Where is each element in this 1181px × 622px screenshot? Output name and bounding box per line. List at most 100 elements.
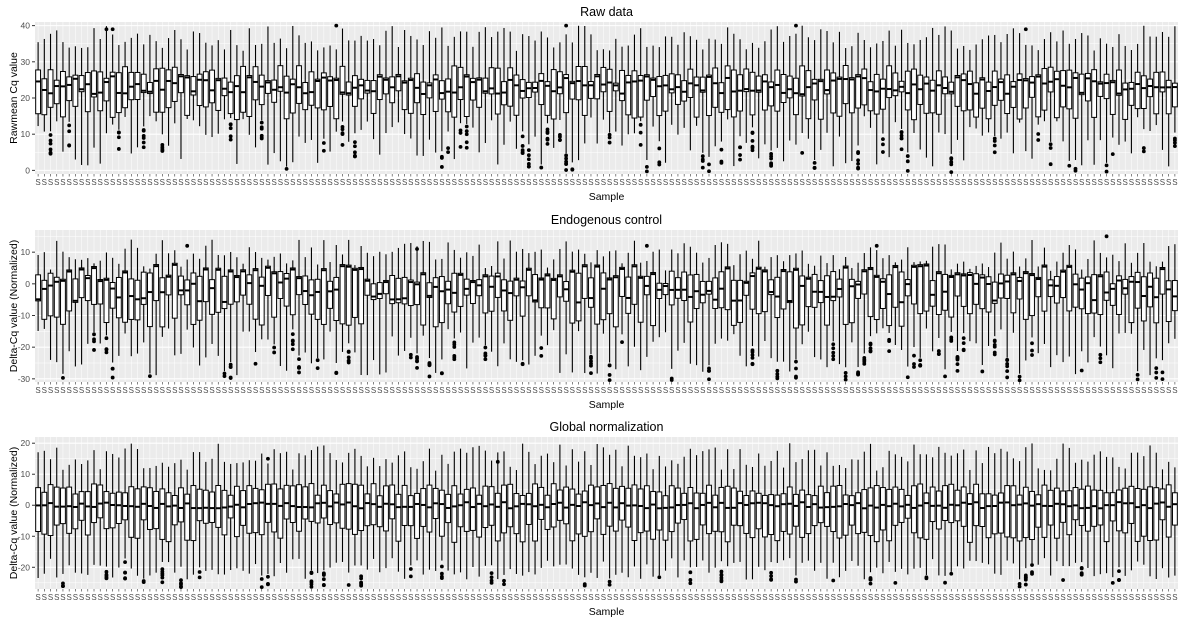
boxplot-sample <box>283 48 290 171</box>
box <box>345 483 352 530</box>
x-tick-label: S <box>371 178 376 187</box>
boxplot-sample <box>178 459 184 590</box>
x-tick-label: S <box>421 178 426 187</box>
box <box>1165 280 1172 323</box>
outlier-point <box>582 583 587 588</box>
outlier-point <box>589 371 593 376</box>
outlier-point <box>290 339 295 344</box>
boxplot-sample <box>985 446 992 565</box>
outlier-point <box>272 350 277 355</box>
x-tick-label: S <box>563 178 568 187</box>
box <box>743 280 750 296</box>
boxplot-sample <box>998 448 1004 575</box>
box <box>364 79 371 94</box>
outlier-point <box>483 357 488 362</box>
x-tick-label: S <box>1048 178 1053 187</box>
outlier-point <box>359 576 364 581</box>
box <box>1066 264 1073 312</box>
box <box>457 493 464 528</box>
boxplot-sample <box>320 445 327 588</box>
boxplot-sample <box>66 257 73 352</box>
outlier-point <box>452 355 457 360</box>
box <box>339 65 346 95</box>
box <box>1016 276 1023 300</box>
boxplot-sample <box>1128 452 1135 571</box>
boxplot-sample <box>1097 38 1104 141</box>
box <box>115 491 122 524</box>
box <box>935 271 942 316</box>
boxplot-sample <box>277 38 284 162</box>
boxplot-sample <box>1109 457 1116 585</box>
boxplot-sample <box>445 45 452 155</box>
boxplot-sample <box>1128 49 1135 154</box>
outlier-point <box>750 355 755 360</box>
box <box>985 276 992 313</box>
box <box>1035 494 1042 528</box>
outlier-point <box>1098 360 1103 365</box>
box <box>320 72 327 111</box>
box <box>991 281 998 304</box>
y-tick-label: 0 <box>25 165 30 175</box>
x-tick-label: S <box>899 386 904 395</box>
box <box>662 283 669 296</box>
outlier-point <box>228 134 233 139</box>
boxplot-sample <box>1016 461 1023 589</box>
boxplot-sample <box>35 254 42 331</box>
box <box>824 69 830 95</box>
outlier-point <box>104 569 109 574</box>
box <box>836 76 843 117</box>
box <box>1016 494 1023 542</box>
boxplot-sample <box>35 452 42 578</box>
box <box>768 81 775 107</box>
y-tick-label: 10 <box>21 129 31 139</box>
outlier-point <box>899 147 904 152</box>
box <box>494 492 501 542</box>
box <box>258 74 265 106</box>
boxplot-sample <box>942 26 948 135</box>
x-tick-label: S <box>626 593 631 602</box>
boxplot-sample <box>1140 456 1147 565</box>
box <box>600 272 607 321</box>
outlier-point <box>408 352 413 357</box>
outlier-point <box>874 243 879 248</box>
outlier-point <box>750 353 755 357</box>
x-tick-label: S <box>638 386 643 395</box>
x-tick-label: S <box>725 178 730 187</box>
box <box>619 266 625 297</box>
outlier-point <box>607 132 612 137</box>
boxplot-sample <box>836 31 843 137</box>
boxplot-sample <box>904 247 911 380</box>
boxplot-sample <box>1035 50 1042 142</box>
x-tick-label: S <box>843 593 848 602</box>
boxplot-sample <box>737 254 743 356</box>
outlier-point <box>290 332 295 337</box>
boxplot-sample <box>954 48 961 140</box>
box <box>588 277 594 308</box>
boxplot-sample <box>923 260 930 329</box>
boxplot-sample <box>538 455 545 568</box>
x-tick-label: S <box>930 178 935 187</box>
x-tick-label: S <box>334 593 339 602</box>
outlier-point <box>266 456 270 461</box>
box <box>612 487 619 532</box>
x-tick-label: S <box>520 593 525 602</box>
x-tick-label: S <box>650 593 655 602</box>
box <box>1066 69 1073 110</box>
box <box>1078 277 1085 310</box>
box <box>873 73 880 115</box>
boxplot-sample <box>314 446 321 574</box>
boxplot-sample <box>351 448 358 566</box>
boxplot-sample <box>165 253 172 329</box>
outlier-point <box>893 580 898 585</box>
box <box>687 486 694 542</box>
outlier-point <box>415 355 419 359</box>
x-tick-label: S <box>358 178 363 187</box>
x-tick-label: S <box>781 593 786 602</box>
box <box>494 272 501 298</box>
x-tick-label: S <box>346 386 351 395</box>
x-tick-label: S <box>1123 386 1128 395</box>
outlier-point <box>439 156 444 160</box>
x-tick-label: S <box>911 386 916 395</box>
boxplot-sample <box>761 41 768 145</box>
box <box>78 75 85 93</box>
